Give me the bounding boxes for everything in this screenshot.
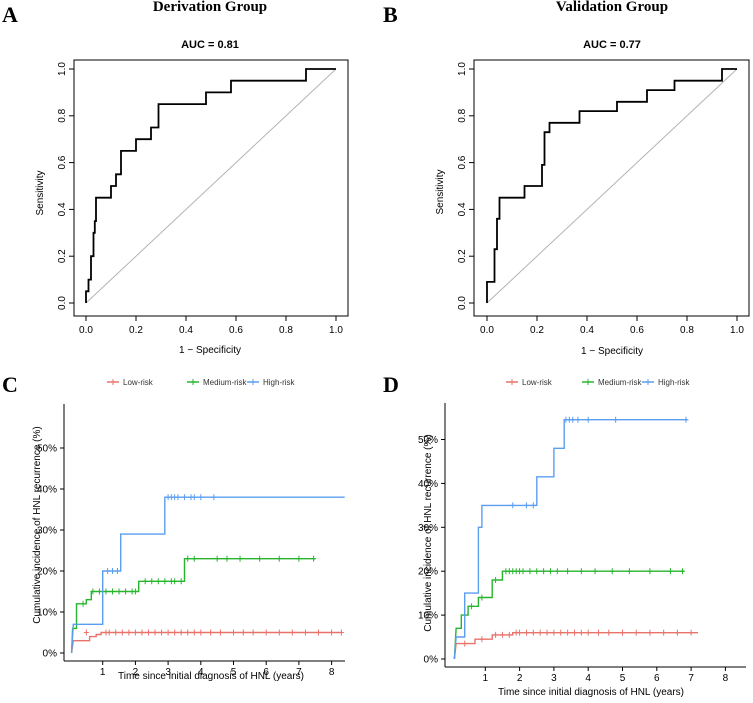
x-tick-label-b: 0.6 xyxy=(630,325,644,336)
y-tick-label-a: 0.0 xyxy=(57,296,68,310)
y-tick-label-a: 0.6 xyxy=(57,155,68,169)
panel-label-b: B xyxy=(383,2,398,27)
x-tick-label-c: 8 xyxy=(329,667,335,678)
x-tick-label-c: 6 xyxy=(263,667,269,678)
x-tick-label-b: 0.8 xyxy=(680,325,694,336)
y-tick-label-b: 0.6 xyxy=(457,155,468,169)
legend-label-d: Medium-risk xyxy=(598,378,643,387)
x-tick-label-a: 0.2 xyxy=(129,325,143,336)
x-tick-label-a: 0.4 xyxy=(179,325,193,336)
y-tick-label-a: 0.4 xyxy=(57,202,68,216)
legend-label-c: Low-risk xyxy=(123,378,154,387)
incidence-curve-c-high-risk xyxy=(70,496,345,654)
title-b: Validation Group xyxy=(556,0,668,15)
y-tick-label-c: 40% xyxy=(37,485,57,496)
panel-label-c: C xyxy=(2,372,18,397)
y-tick-label-b: 0.0 xyxy=(457,296,468,310)
y-tick-label-d: 10% xyxy=(418,611,438,622)
y-tick-label-c: 0% xyxy=(43,649,58,660)
auc-b: AUC = 0.77 xyxy=(583,39,641,51)
y-tick-label-a: 0.8 xyxy=(57,108,68,122)
x-tick-label-c: 2 xyxy=(133,667,139,678)
incidence-curve-c-low-risk xyxy=(70,631,342,654)
reference-diagonal-b xyxy=(486,68,738,304)
xlabel-b: 1 − Specificity xyxy=(581,346,643,357)
y-tick-label-d: 40% xyxy=(418,479,438,490)
plot-frame-a xyxy=(73,59,349,317)
y-tick-label-b: 1.0 xyxy=(457,62,468,76)
x-tick-label-a: 0.8 xyxy=(279,325,293,336)
y-tick-label-d: 20% xyxy=(418,567,438,578)
incidence-curve-d-high-risk xyxy=(453,419,688,660)
x-tick-label-d: 1 xyxy=(483,673,489,684)
x-tick-label-d: 2 xyxy=(517,673,523,684)
x-tick-label-d: 6 xyxy=(654,673,660,684)
ylabel-a: Sensitivity xyxy=(35,170,46,215)
x-tick-label-b: 0.4 xyxy=(580,325,594,336)
ylabel-b: Sensitivity xyxy=(435,169,446,214)
x-tick-label-c: 4 xyxy=(198,667,204,678)
x-tick-label-c: 7 xyxy=(296,667,302,678)
y-tick-label-a: 1.0 xyxy=(57,62,68,76)
auc-a: AUC = 0.81 xyxy=(181,39,239,51)
chart-marks: 0.0 0.2 0.4 0.6 0.8 1.0 0.0 0.2 0.4 0.6 0.8 1.0 0.0 0… xyxy=(37,59,750,684)
x-tick-label-d: 3 xyxy=(551,673,557,684)
x-tick-label-b: 0.2 xyxy=(530,325,544,336)
legend-label-c: Medium-risk xyxy=(203,378,248,387)
x-tick-label-d: 7 xyxy=(688,673,694,684)
legend-label-c: High-risk xyxy=(263,378,296,387)
ylabel-c: Cumulative incidence of HNL recurrence (… xyxy=(32,426,43,624)
xlabel-c: Time since initial diagnosis of HNL (yea… xyxy=(118,671,304,682)
panel-label-a: A xyxy=(2,2,18,27)
roc-curve-b xyxy=(486,68,737,303)
reference-diagonal-a xyxy=(85,68,337,304)
x-tick-label-c: 3 xyxy=(165,667,171,678)
x-tick-label-c: 5 xyxy=(231,667,237,678)
xlabel-a: 1 − Specificity xyxy=(179,345,241,356)
y-tick-label-c: 20% xyxy=(37,567,57,578)
y-tick-label-d: 0% xyxy=(424,655,439,666)
x-tick-label-c: 1 xyxy=(100,667,106,678)
incidence-curve-d-low-risk xyxy=(453,632,698,660)
y-tick-label-c: 30% xyxy=(37,526,57,537)
y-tick-label-d: 50% xyxy=(418,435,438,446)
roc-curve-a xyxy=(85,68,336,303)
x-tick-label-b: 0.0 xyxy=(480,325,494,336)
y-tick-label-c: 10% xyxy=(37,608,57,619)
x-tick-label-a: 0.6 xyxy=(229,325,243,336)
plot-frame-b xyxy=(473,59,750,317)
y-tick-label-a: 0.2 xyxy=(57,249,68,263)
xlabel-d: Time since initial diagnosis of HNL (yea… xyxy=(498,687,684,698)
y-tick-label-c: 50% xyxy=(37,444,57,455)
y-tick-label-d: 30% xyxy=(418,523,438,534)
incidence-curve-c-medium-risk xyxy=(70,558,316,654)
x-tick-label-d: 5 xyxy=(620,673,626,684)
incidence-curve-d-medium-risk xyxy=(453,570,685,660)
ylabel-d: Cumulative incidence of HNL recurrence (… xyxy=(423,434,434,632)
y-tick-label-b: 0.4 xyxy=(457,202,468,216)
x-tick-label-d: 4 xyxy=(585,673,591,684)
legend-label-d: High-risk xyxy=(658,378,691,387)
x-tick-label-d: 8 xyxy=(723,673,729,684)
y-tick-label-b: 0.2 xyxy=(457,249,468,263)
x-tick-label-a: 1.0 xyxy=(329,325,343,336)
panel-label-d: D xyxy=(383,372,399,397)
x-tick-label-a: 0.0 xyxy=(79,325,93,336)
title-a: Derivation Group xyxy=(153,0,267,15)
x-tick-label-b: 1.0 xyxy=(730,325,744,336)
y-tick-label-b: 0.8 xyxy=(457,108,468,122)
legend-label-d: Low-risk xyxy=(522,378,553,387)
